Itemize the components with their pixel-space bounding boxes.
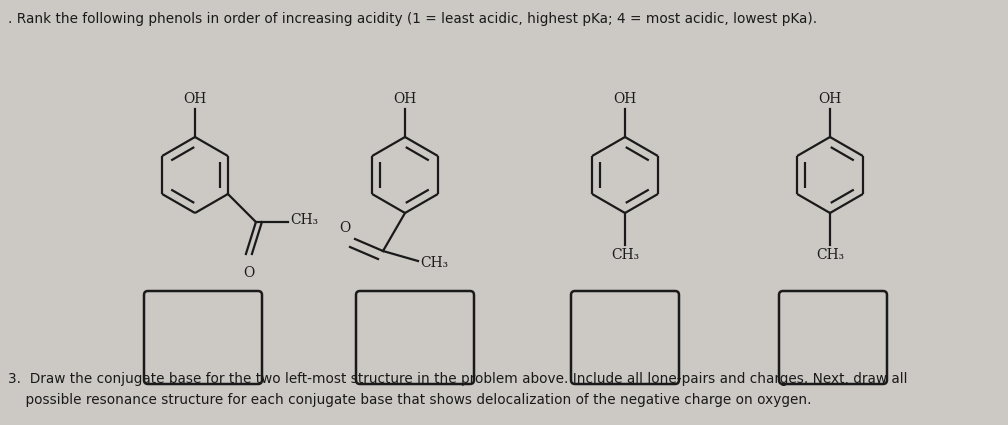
FancyBboxPatch shape [571,291,679,384]
Text: CH₃: CH₃ [611,248,639,262]
Text: possible resonance structure for each conjugate base that shows delocalization o: possible resonance structure for each co… [8,393,811,407]
Text: 3.  Draw the conjugate base for the two left-most structure in the problem above: 3. Draw the conjugate base for the two l… [8,372,907,386]
Text: OH: OH [818,92,842,106]
Text: O: O [340,221,351,235]
Text: . Rank the following phenols in order of increasing acidity (1 = least acidic, h: . Rank the following phenols in order of… [8,12,817,26]
FancyBboxPatch shape [356,291,474,384]
Text: OH: OH [393,92,416,106]
Text: O: O [243,266,255,280]
Text: OH: OH [183,92,207,106]
FancyBboxPatch shape [144,291,262,384]
Text: CH₃: CH₃ [815,248,844,262]
Text: OH: OH [614,92,637,106]
Text: CH₃: CH₃ [420,256,449,270]
Text: CH₃: CH₃ [290,213,319,227]
FancyBboxPatch shape [779,291,887,384]
